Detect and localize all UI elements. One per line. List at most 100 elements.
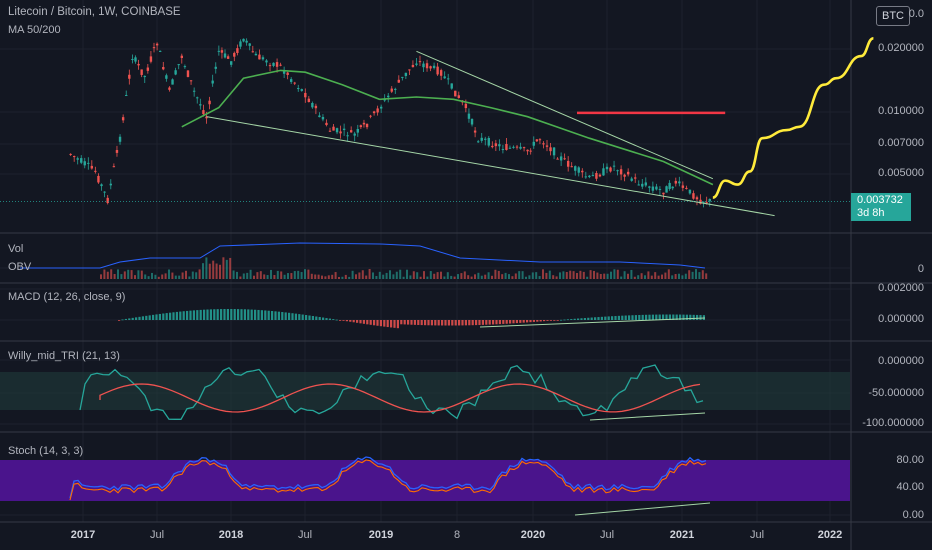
macd-bar [580, 318, 583, 320]
obv-line [20, 242, 706, 269]
obv-legend[interactable]: OBV [8, 261, 32, 273]
volume-bar [188, 276, 191, 279]
volume-bar [633, 276, 636, 279]
vol-tick: 0 [917, 263, 924, 275]
candle-body [418, 61, 422, 63]
macd-bar [379, 320, 382, 327]
macd-bar [441, 320, 444, 326]
macd-bar [305, 315, 308, 320]
volume-bar [453, 276, 456, 279]
ma-legend[interactable]: MA 50/200 [8, 24, 61, 36]
willy-band-upper [0, 372, 850, 390]
candle-body [637, 184, 640, 186]
volume-bar [222, 257, 225, 279]
volume-bar [215, 263, 218, 279]
volume-bar [293, 271, 296, 279]
candle-body [519, 146, 522, 149]
volume-pane[interactable] [20, 242, 708, 279]
candle-body [275, 62, 279, 67]
wedge-lower-trendline[interactable] [206, 116, 775, 217]
volume-bar [463, 271, 466, 279]
volume-bar [324, 276, 327, 279]
candle-body [515, 146, 519, 148]
volume-bar [304, 269, 306, 279]
candle-body [708, 198, 711, 202]
macd-bar [607, 316, 610, 320]
candle-body [591, 175, 595, 177]
price-pane[interactable] [0, 36, 874, 217]
candle-body [512, 146, 515, 148]
volume-bar [307, 269, 310, 279]
time-label: Jul [749, 529, 765, 541]
volume-bar [538, 276, 541, 279]
macd-bar [169, 312, 172, 320]
volume-bar [470, 276, 473, 279]
volume-bar [382, 274, 385, 279]
candle-body [177, 64, 180, 66]
macd-bar [617, 315, 620, 320]
willy-legend[interactable]: Willy_mid_TRI (21, 13) [8, 350, 120, 362]
macd-bar [158, 313, 161, 320]
volume-bar [474, 274, 476, 279]
macd-bar [274, 311, 277, 320]
willy-pane[interactable] [0, 364, 850, 421]
wedge-upper-trendline[interactable] [416, 50, 714, 180]
candle-body [239, 41, 242, 47]
vol-legend[interactable]: Vol [8, 243, 24, 255]
macd-legend[interactable]: MACD (12, 26, close, 9) [8, 291, 126, 303]
macd-bar [631, 315, 634, 320]
macd-bar [424, 320, 427, 326]
macd-bar [345, 320, 348, 322]
candle-body [118, 136, 122, 142]
macd-bar [165, 313, 168, 320]
volume-bar [698, 272, 701, 279]
symbol-title[interactable]: Litecoin / Bitcoin, 1W, COINBASE [8, 6, 181, 18]
candle-body [134, 57, 137, 62]
candle-body [83, 161, 86, 166]
volume-bar [576, 273, 578, 279]
time-label: 8 [453, 529, 461, 541]
candle-body [616, 170, 619, 172]
volume-bar [334, 272, 337, 279]
candle-body [307, 98, 311, 103]
stoch-pane[interactable] [0, 456, 850, 516]
currency-button[interactable]: BTC [876, 6, 910, 26]
macd-bar [267, 310, 270, 320]
volume-bar [657, 275, 660, 279]
macd-bar [682, 314, 685, 320]
macd-tick: 0.002000 [878, 282, 924, 294]
macd-bar [587, 317, 590, 320]
volume-bar [389, 270, 391, 279]
volume-bar [195, 272, 198, 279]
volume-bar [117, 269, 119, 279]
volume-bar [650, 275, 653, 279]
candle-body [321, 116, 325, 120]
candle-body [131, 58, 134, 60]
projection-line[interactable] [712, 36, 874, 199]
macd-bar [532, 320, 535, 322]
candle-body [415, 63, 418, 65]
stoch-trendline [574, 502, 711, 516]
macd-bar [403, 320, 406, 325]
macd-pane[interactable] [118, 309, 706, 329]
candle-body [501, 149, 505, 151]
volume-bar [562, 271, 565, 279]
volume-bar [572, 271, 575, 279]
macd-bar [407, 320, 410, 325]
stoch-legend[interactable]: Stoch (14, 3, 3) [8, 445, 84, 457]
macd-bar [502, 320, 505, 324]
time-label: Jul [599, 529, 615, 541]
macd-bar [230, 309, 233, 320]
macd-bar [335, 319, 338, 321]
macd-bar [699, 315, 702, 320]
volume-bar [372, 272, 374, 279]
candle-body [487, 137, 490, 146]
candle-body [581, 170, 584, 173]
volume-bar [276, 270, 279, 279]
candle-body [226, 56, 230, 59]
macd-bar [427, 320, 430, 326]
candle-body [422, 63, 425, 68]
candle-body [80, 158, 83, 163]
macd-bar [203, 309, 206, 320]
